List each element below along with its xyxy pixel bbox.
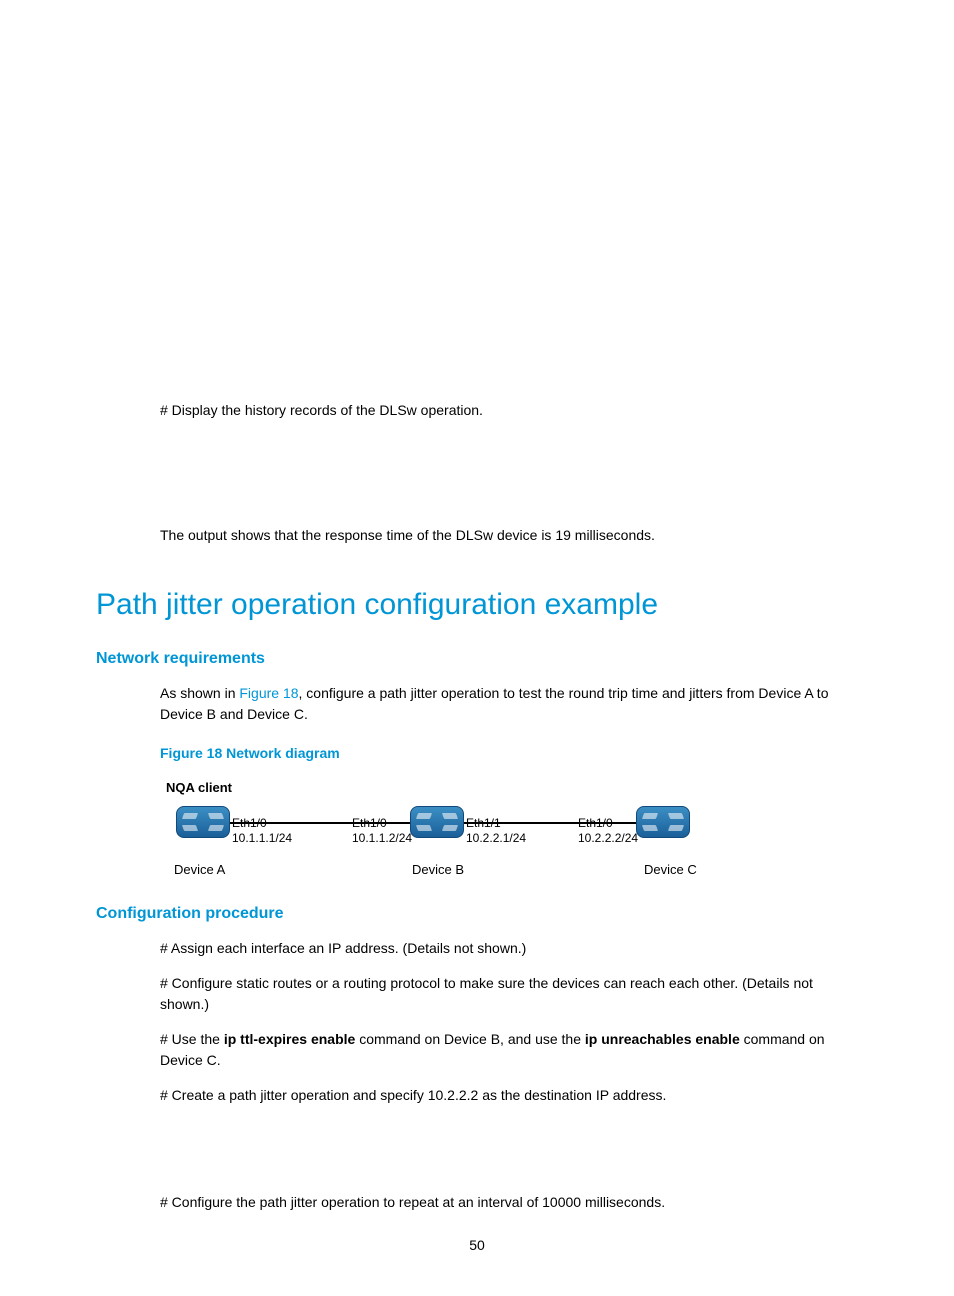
cmd-unreachables: ip unreachables enable xyxy=(585,1031,740,1047)
network-diagram: Eth1/010.1.1.1/24 Eth1/010.1.1.2/24 Eth1/1… xyxy=(160,804,700,884)
router-icon xyxy=(636,806,690,838)
config-p5: # Configure the path jitter operation to… xyxy=(160,1192,858,1213)
cmd-ttl-expires: ip ttl-expires enable xyxy=(224,1031,355,1047)
nqa-client-label: NQA client xyxy=(166,778,858,798)
device-label: Device B xyxy=(412,860,464,880)
device-label: Device C xyxy=(644,860,697,880)
configuration-procedure-heading: Configuration procedure xyxy=(96,902,858,926)
page-number: 50 xyxy=(0,1235,954,1256)
device-label: Device A xyxy=(174,860,225,880)
config-p3: # Use the ip ttl-expires enable command … xyxy=(160,1029,858,1071)
figure-18-link[interactable]: Figure 18 xyxy=(239,685,298,701)
interface-label: Eth1/010.1.1.1/24 xyxy=(232,816,292,846)
config-p3-pre: # Use the xyxy=(160,1031,224,1047)
output-note: The output shows that the response time … xyxy=(160,525,858,546)
spacer xyxy=(160,1120,858,1192)
display-history-text: # Display the history records of the DLS… xyxy=(160,400,858,421)
interface-label: Eth1/110.2.2.1/24 xyxy=(466,816,526,846)
interface-label: Eth1/010.1.1.2/24 xyxy=(352,816,412,846)
config-p3-mid: command on Device B, and use the xyxy=(355,1031,585,1047)
config-p4: # Create a path jitter operation and spe… xyxy=(160,1085,858,1106)
config-p1: # Assign each interface an IP address. (… xyxy=(160,938,858,959)
figure-caption: Figure 18 Network diagram xyxy=(160,743,858,764)
router-icon xyxy=(176,806,230,838)
nr-text-pre: As shown in xyxy=(160,685,239,701)
router-icon xyxy=(410,806,464,838)
network-requirements-heading: Network requirements xyxy=(96,647,858,671)
page-title: Path jitter operation configuration exam… xyxy=(96,582,858,627)
spacer xyxy=(160,435,858,525)
config-p2: # Configure static routes or a routing p… xyxy=(160,973,858,1015)
interface-label: Eth1/010.2.2.2/24 xyxy=(578,816,638,846)
network-requirements-text: As shown in Figure 18, configure a path … xyxy=(160,683,858,725)
